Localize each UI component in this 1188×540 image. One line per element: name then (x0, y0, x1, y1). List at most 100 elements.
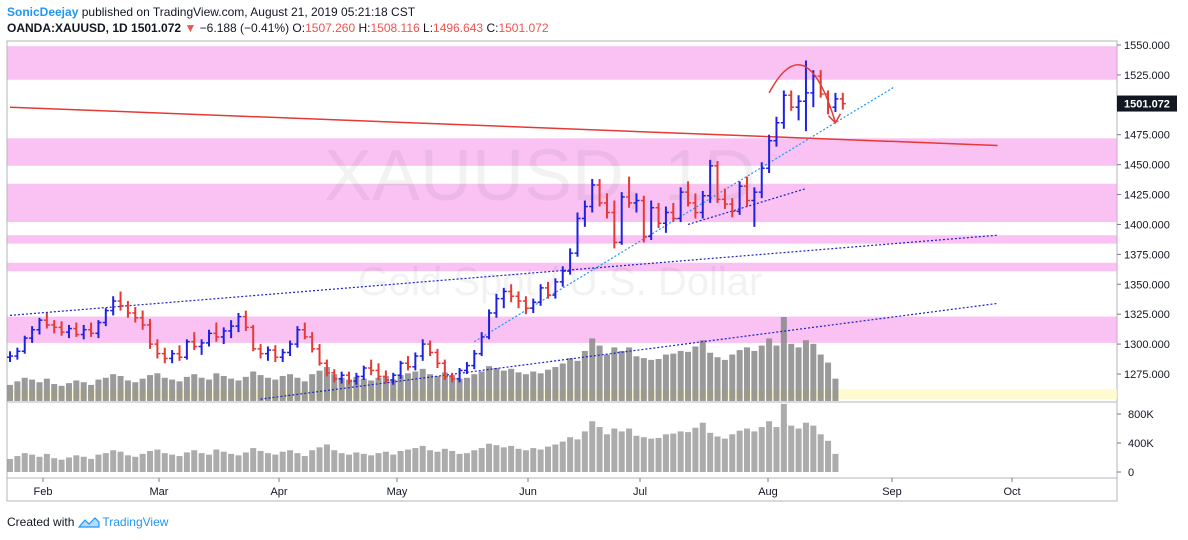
published-text: published on TradingView.com, August 21,… (81, 5, 416, 19)
author-link[interactable]: SonicDeejay (7, 5, 79, 19)
volume-overlay-bar (287, 374, 294, 401)
candle (176, 345, 183, 361)
time-tick-label: Oct (1003, 486, 1020, 498)
candle (375, 363, 382, 380)
volume-axis[interactable]: 800K 400K 0 (1117, 409, 1154, 479)
candle (456, 368, 463, 383)
candle (552, 278, 559, 299)
volume-bar (21, 453, 28, 472)
volume-overlay-bar (427, 374, 434, 401)
volume-bar (471, 450, 478, 472)
candle (124, 301, 131, 318)
volume-tick-label: 400K (1128, 438, 1154, 450)
volume-overlay-bar (780, 317, 787, 401)
time-axis[interactable]: Feb Mar Apr May Jun Jul Aug Sep Oct (34, 478, 1021, 498)
volume-bar (832, 453, 839, 472)
volume-overlay-bar (626, 347, 633, 401)
symbol-name[interactable]: OANDA:XAUUSD, 1D (7, 21, 128, 35)
candle (404, 356, 411, 371)
volume-bar (183, 452, 190, 472)
trend-line (9, 106, 998, 147)
volume-bar (191, 450, 198, 472)
candle (397, 360, 404, 379)
candle (169, 350, 176, 364)
volume-overlay-bar (559, 363, 566, 401)
tradingview-logo-icon (78, 517, 100, 528)
volume-overlay-bar (353, 376, 360, 401)
volume-overlay-bar (368, 380, 375, 401)
volume-overlay-bar (264, 377, 271, 401)
candle (110, 296, 117, 316)
time-tick-label: Sep (882, 486, 902, 498)
volume-overlay-bar (581, 350, 588, 401)
volume-overlay-bar (36, 382, 43, 401)
volume-overlay-bar (603, 354, 610, 401)
candle (721, 188, 728, 209)
projection-arrow[interactable] (768, 64, 842, 124)
volume-bar (80, 456, 87, 472)
volume-bar (412, 448, 419, 472)
volume-bar (29, 454, 36, 472)
volume-bar (500, 447, 507, 472)
volume-overlay-bar (43, 378, 50, 401)
volume-overlay-bar (29, 379, 36, 401)
open-value: 1507.260 (305, 21, 356, 35)
volume-overlay-bar (618, 350, 625, 401)
volume-overlay-bar (65, 383, 72, 401)
volume-bar (692, 427, 699, 472)
candle (43, 312, 50, 329)
volume-bar (434, 451, 441, 472)
volume-overlay-bar (707, 352, 714, 401)
volume-overlay-bar (279, 375, 286, 401)
volume-overlay-bar (655, 359, 662, 401)
candle (692, 193, 699, 219)
volume-overlay-bar (21, 377, 28, 401)
volume-overlay-bar (257, 375, 264, 401)
volume-bar (220, 451, 227, 472)
volume-bar (729, 434, 736, 472)
candle (773, 116, 780, 147)
volume-bar (825, 440, 832, 472)
volume-overlay-bar (537, 373, 544, 401)
candle (559, 266, 566, 287)
volume-bar (205, 454, 212, 472)
candle (257, 344, 264, 359)
candle (537, 284, 544, 306)
volume-bar (581, 431, 588, 472)
volume-bar (301, 456, 308, 472)
candle (346, 371, 353, 385)
candle (294, 326, 301, 348)
volume-overlay-bar (272, 379, 279, 401)
candle (29, 326, 36, 343)
candle (309, 332, 316, 353)
volume-bar (508, 445, 515, 472)
volume-bar (272, 454, 279, 472)
support-resistance-zones (7, 46, 1117, 400)
volume-overlay-bar (685, 351, 692, 401)
volume-bar (375, 453, 382, 472)
volume-bar (574, 439, 581, 472)
low-value: 1496.643 (433, 21, 484, 35)
volume-bar (360, 453, 367, 472)
volume-overlay-bar (699, 340, 706, 401)
volume-bar (493, 445, 500, 472)
candle (279, 348, 286, 363)
candle (780, 90, 787, 129)
volume-bar (154, 449, 161, 472)
volume-bar (530, 448, 537, 472)
volume-bar (766, 421, 773, 472)
volume-overlay-bar (323, 367, 330, 401)
symbol-legend: OANDA:XAUUSD, 1D 1501.072 ▼ −6.188 (−0.4… (7, 21, 549, 36)
candle (545, 281, 552, 299)
candle (80, 324, 87, 340)
volume-bar (751, 431, 758, 472)
volume-bar (368, 455, 375, 472)
candlestick-series[interactable] (7, 60, 846, 385)
zone-pink-5 (7, 316, 1117, 343)
price-axis[interactable]: 1550.0001525.0001500.0001475.0001450.000… (1117, 40, 1170, 381)
tradingview-link[interactable]: TradingView (102, 515, 169, 529)
volume-bar (382, 451, 389, 472)
candle (758, 162, 765, 199)
volume-overlay-bar (375, 377, 382, 401)
